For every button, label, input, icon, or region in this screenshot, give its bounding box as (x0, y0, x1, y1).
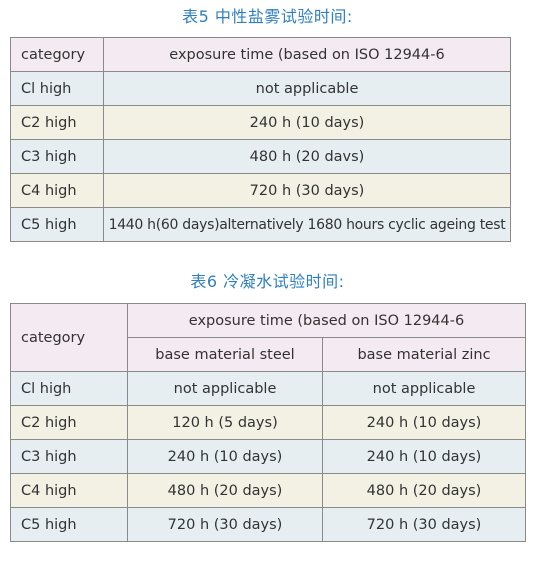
row-exposure-time: 480 h (20 davs) (103, 139, 511, 174)
table-row: Cl high not applicable (10, 71, 511, 106)
header-base-material-zinc: base material zinc (322, 337, 526, 372)
row-category: C3 high (10, 439, 128, 474)
row-category: Cl high (10, 71, 104, 106)
table-subheader-row: base material steel base material zinc (10, 337, 526, 372)
table-row: C5 high 1440 h(60 days)alternatively 168… (10, 207, 511, 242)
table-row: C3 high 240 h (10 days) 240 h (10 days) (10, 439, 526, 474)
table-header-row: category exposure time (based on ISO 129… (10, 37, 511, 72)
header-exposure-time: exposure time (based on ISO 12944-6 (127, 303, 526, 338)
table-row: Cl high not applicable not applicable (10, 371, 526, 406)
row-zinc-time: 240 h (10 days) (322, 405, 526, 440)
table-row: C4 high 480 h (20 days) 480 h (20 days) (10, 473, 526, 508)
row-zinc-time: 480 h (20 days) (322, 473, 526, 508)
row-zinc-time: 720 h (30 days) (322, 507, 526, 542)
table-row: C4 high 720 h (30 days) (10, 173, 511, 208)
row-zinc-time: 240 h (10 days) (322, 439, 526, 474)
header-category: category (10, 37, 104, 72)
row-steel-time: 120 h (5 days) (127, 405, 323, 440)
row-category: C2 high (10, 405, 128, 440)
row-category: Cl high (10, 371, 128, 406)
row-category: C5 high (10, 507, 128, 542)
row-steel-time: 480 h (20 days) (127, 473, 323, 508)
row-steel-time: 720 h (30 days) (127, 507, 323, 542)
row-exposure-time: 720 h (30 days) (103, 173, 511, 208)
row-category: C4 high (10, 473, 128, 508)
row-zinc-time: not applicable (322, 371, 526, 406)
header-exposure-time: exposure time (based on ISO 12944-6 (103, 37, 511, 72)
neutral-salt-spray-table: category exposure time (based on ISO 129… (10, 37, 511, 242)
table-header-row: category exposure time (based on ISO 129… (10, 303, 526, 372)
condensation-water-table: category exposure time (based on ISO 129… (10, 303, 526, 542)
header-base-material-steel: base material steel (127, 337, 323, 372)
table-row: C2 high 120 h (5 days) 240 h (10 days) (10, 405, 526, 440)
table-row: C3 high 480 h (20 davs) (10, 139, 511, 174)
table6-caption: 表6 冷凝水试验时间: (190, 272, 345, 291)
row-exposure-time: not applicable (103, 71, 511, 106)
row-exposure-time: 240 h (10 days) (103, 105, 511, 140)
header-category: category (10, 303, 128, 372)
row-category: C3 high (10, 139, 104, 174)
table-row: C2 high 240 h (10 days) (10, 105, 511, 140)
row-category: C4 high (10, 173, 104, 208)
row-category: C2 high (10, 105, 104, 140)
row-steel-time: not applicable (127, 371, 323, 406)
table5-caption: 表5 中性盐雾试验时间: (182, 7, 353, 26)
row-category: C5 high (10, 207, 104, 242)
row-steel-time: 240 h (10 days) (127, 439, 323, 474)
table-row: C5 high 720 h (30 days) 720 h (30 days) (10, 507, 526, 542)
row-exposure-time: 1440 h(60 days)alternatively 1680 hours … (103, 207, 511, 242)
